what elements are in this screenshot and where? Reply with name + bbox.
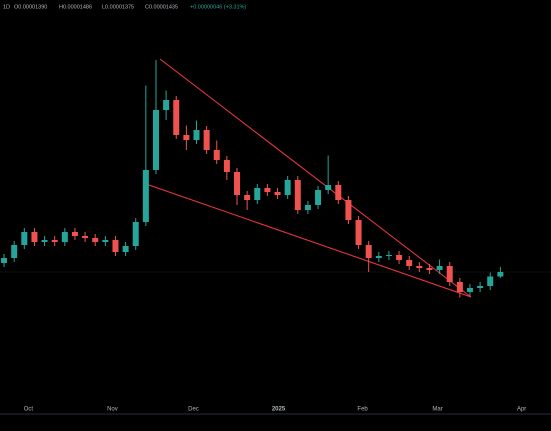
x-tick-label: Oct xyxy=(24,407,34,413)
candle-body xyxy=(142,170,149,222)
candle-body xyxy=(406,260,413,266)
candle-body xyxy=(487,276,494,286)
candle-body xyxy=(345,200,352,220)
x-tick-label: Dec xyxy=(188,407,199,413)
candle-body xyxy=(163,100,170,110)
x-tick-label: Apr xyxy=(517,407,526,413)
candle-body xyxy=(355,220,362,245)
candle-body xyxy=(112,240,119,252)
candle-body xyxy=(436,266,443,270)
candle-body xyxy=(71,232,78,236)
close-value: C0.00001435 xyxy=(145,4,178,10)
candle-body xyxy=(304,205,311,210)
change-value: +0.00000046 (+3.31%) xyxy=(190,4,246,10)
low-value: L0.00001375 xyxy=(102,4,134,10)
candle-body xyxy=(365,245,372,258)
trendline-upper xyxy=(159,58,472,298)
candle-body xyxy=(223,160,230,172)
candle-body xyxy=(31,232,38,242)
candle-body xyxy=(294,180,301,210)
candle-body xyxy=(446,266,453,282)
candle-body xyxy=(416,266,423,268)
candle-body xyxy=(11,245,18,258)
candle-body xyxy=(234,172,241,195)
x-tick-label: 2025 xyxy=(272,407,286,413)
candle-body xyxy=(1,258,8,263)
candle-body xyxy=(51,240,58,242)
candle-body xyxy=(375,256,382,258)
candle-body xyxy=(41,240,48,242)
candle-body xyxy=(82,236,89,238)
candle-body xyxy=(325,185,332,190)
x-tick-label: Feb xyxy=(357,407,368,413)
candle-body xyxy=(193,130,200,140)
candle-body xyxy=(315,190,322,205)
candle-body xyxy=(254,188,261,200)
candle-body xyxy=(274,192,281,195)
candle-body xyxy=(385,255,392,256)
candle-body xyxy=(213,150,220,160)
candle-body xyxy=(497,272,504,277)
candle-body xyxy=(244,195,251,200)
interval: 1D xyxy=(3,4,10,10)
header: 1D O0.00001390 H0.00001486 L0.00001375 C… xyxy=(3,4,246,10)
candle-body xyxy=(396,255,403,260)
candle-body xyxy=(426,268,433,270)
trendline-lower xyxy=(145,183,472,298)
x-tick-label: Mar xyxy=(432,407,442,413)
candle-body xyxy=(335,185,342,200)
x-tick-label: Nov xyxy=(107,407,118,413)
candle-body xyxy=(102,240,109,242)
high-value: H0.00001486 xyxy=(59,4,92,10)
candle-body xyxy=(152,110,159,170)
candle-body xyxy=(132,222,139,246)
candle-body xyxy=(183,135,190,140)
candle-body xyxy=(61,232,68,242)
candle-body xyxy=(466,288,473,292)
candle-body xyxy=(477,286,484,288)
candle-body xyxy=(92,238,99,242)
candle-body xyxy=(284,180,291,195)
candle-body xyxy=(173,100,180,135)
open-value: O0.00001390 xyxy=(14,4,47,10)
candle-body xyxy=(203,130,210,150)
candle-body xyxy=(264,188,271,192)
candle-body xyxy=(21,232,28,245)
candle-body xyxy=(122,246,129,252)
candle-body xyxy=(456,282,463,292)
